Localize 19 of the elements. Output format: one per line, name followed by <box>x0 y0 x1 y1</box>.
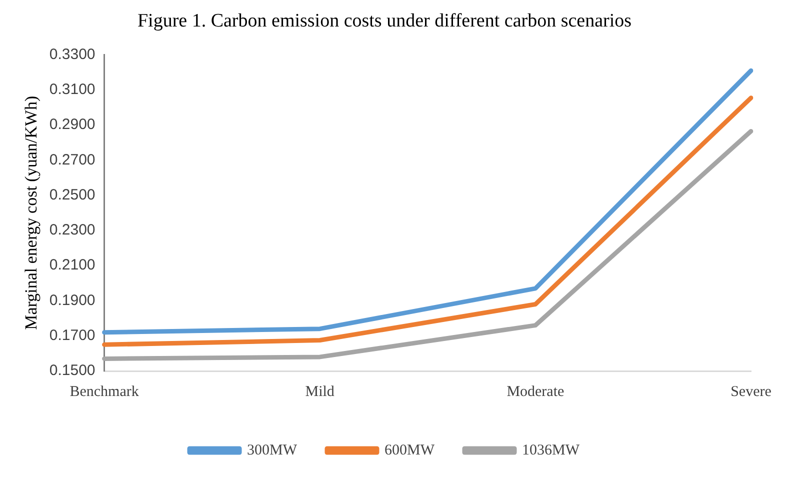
chart-title: Figure 1. Carbon emission costs under different carbon scenarios <box>137 10 632 32</box>
y-tick-label: 0.2100 <box>49 256 96 274</box>
legend-label: 1036MW <box>522 442 580 458</box>
y-tick-label: 0.3300 <box>49 46 96 63</box>
y-tick-label: 0.1500 <box>49 362 96 380</box>
x-tick-label: Moderate <box>506 384 564 400</box>
y-tick-label: 0.2300 <box>49 222 96 239</box>
y-tick-label: 0.2900 <box>49 116 96 134</box>
legend-label: 300MW <box>247 442 298 458</box>
y-tick-label: 0.1700 <box>49 327 96 344</box>
y-tick-label: 0.1900 <box>49 292 96 309</box>
legend-label: 600MW <box>384 442 436 458</box>
y-tick-label: 0.2500 <box>49 186 96 204</box>
x-tick-label: Mild <box>305 384 335 400</box>
x-tick-label: Benchmark <box>70 384 140 400</box>
y-tick-label: 0.2700 <box>49 151 96 168</box>
y-tick-label: 0.3100 <box>49 81 96 98</box>
x-tick-label: Severe <box>730 384 772 400</box>
y-axis-title: Marginal energy cost (yuan/KWh) <box>22 96 41 330</box>
